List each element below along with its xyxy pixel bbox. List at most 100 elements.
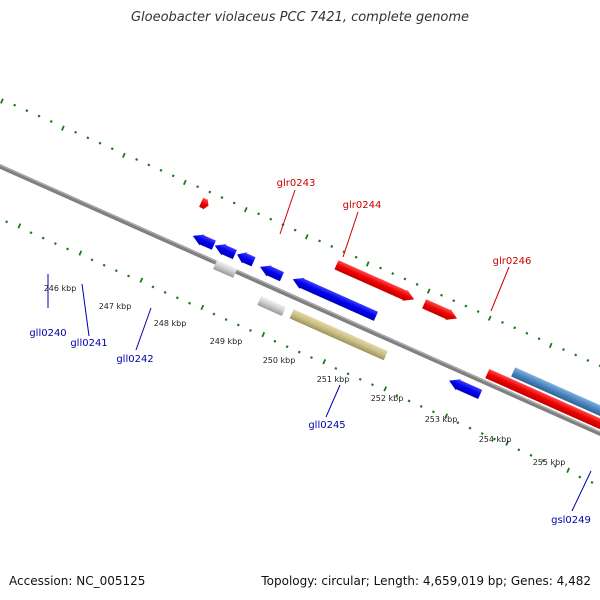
minor-tick bbox=[492, 437, 496, 441]
gene-blue-4[interactable] bbox=[258, 261, 285, 282]
gene-label-gll0241[interactable]: gll0241 bbox=[70, 338, 107, 349]
gene-red-large[interactable] bbox=[485, 368, 600, 468]
minor-tick bbox=[29, 231, 33, 235]
major-tick bbox=[122, 152, 126, 159]
minor-tick bbox=[419, 404, 423, 408]
minor-tick bbox=[269, 217, 273, 221]
major-tick bbox=[444, 413, 449, 419]
minor-tick bbox=[480, 432, 484, 436]
major-tick bbox=[322, 359, 327, 365]
minor-tick bbox=[415, 282, 419, 286]
leader-line-glr0244 bbox=[342, 211, 359, 258]
backbone-line bbox=[0, 114, 600, 490]
major-tick bbox=[365, 261, 370, 267]
major-tick bbox=[426, 288, 431, 294]
minor-tick bbox=[403, 277, 407, 281]
backbone-highlight bbox=[0, 115, 600, 487]
gene-blue-1[interactable] bbox=[190, 230, 216, 250]
minor-tick bbox=[66, 247, 70, 251]
gene-features bbox=[190, 197, 600, 468]
gene-gll0240[interactable] bbox=[213, 259, 238, 278]
minor-tick bbox=[171, 174, 175, 178]
minor-tick bbox=[440, 293, 443, 297]
genome-stats-text: Topology: circular; Length: 4,659,019 bp… bbox=[261, 574, 591, 588]
minor-tick bbox=[188, 301, 191, 305]
scale-label: 247 kbp bbox=[99, 302, 132, 311]
minor-tick bbox=[102, 263, 106, 267]
gene-glr0243[interactable] bbox=[334, 259, 417, 305]
scale-label: 255 kbp bbox=[533, 458, 566, 467]
major-tick bbox=[182, 179, 187, 186]
minor-tick bbox=[232, 201, 236, 205]
minor-tick bbox=[257, 212, 261, 216]
scale-label: 252 kbp bbox=[371, 394, 404, 403]
minor-tick bbox=[208, 190, 212, 194]
minor-tick bbox=[220, 196, 224, 199]
minor-tick bbox=[346, 372, 350, 376]
minor-tick bbox=[49, 120, 53, 123]
gene-label-glr0244[interactable]: glr0244 bbox=[343, 200, 382, 211]
minor-tick bbox=[273, 339, 277, 343]
major-tick bbox=[0, 98, 4, 104]
minor-tick bbox=[586, 358, 590, 362]
gene-label-glr0243[interactable]: glr0243 bbox=[277, 178, 316, 189]
minor-tick bbox=[529, 453, 533, 457]
gene-olive[interactable] bbox=[289, 309, 388, 361]
minor-tick bbox=[452, 299, 456, 303]
gene-glr0244[interactable] bbox=[422, 298, 460, 324]
minor-tick bbox=[476, 310, 480, 313]
minor-tick bbox=[391, 272, 395, 275]
major-tick bbox=[304, 234, 309, 240]
minor-tick bbox=[285, 345, 289, 349]
scale-labels: 246 kbp 247 kbp 248 kbp 249 kbp 250 kbp 251 k… bbox=[44, 284, 566, 467]
minor-tick bbox=[379, 266, 382, 270]
minor-tick bbox=[175, 296, 179, 300]
major-tick bbox=[139, 277, 144, 283]
minor-tick bbox=[249, 328, 252, 332]
leader-line-gll0242 bbox=[135, 307, 152, 351]
minor-tick bbox=[334, 366, 338, 370]
minor-tick bbox=[90, 258, 94, 262]
minor-tick bbox=[501, 320, 504, 324]
gene-gll0242[interactable] bbox=[290, 274, 378, 322]
minor-tick bbox=[318, 239, 322, 243]
gene-label-gsl0249[interactable]: gsl0249 bbox=[551, 515, 591, 526]
minor-tick bbox=[163, 290, 167, 294]
minor-tick bbox=[127, 274, 131, 278]
gene-red-left[interactable] bbox=[199, 197, 211, 211]
leader-line-gll0241 bbox=[81, 283, 90, 337]
gene-label-gll0240[interactable]: gll0240 bbox=[29, 328, 66, 339]
major-tick bbox=[261, 331, 266, 338]
label-leader-lines bbox=[47, 189, 592, 512]
minor-tick bbox=[537, 337, 541, 341]
gene-label-gll0245[interactable]: gll0245 bbox=[308, 420, 345, 431]
gene-blue-3[interactable] bbox=[235, 249, 256, 267]
minor-tick bbox=[525, 331, 529, 335]
minor-tick bbox=[74, 130, 78, 134]
minor-tick bbox=[371, 383, 374, 387]
gene-glr0246[interactable] bbox=[511, 367, 600, 447]
minor-tick bbox=[236, 323, 240, 327]
minor-tick bbox=[310, 356, 313, 359]
minor-tick bbox=[13, 103, 17, 107]
gene-label-gll0242[interactable]: gll0242 bbox=[116, 354, 153, 365]
scale-label: 248 kbp bbox=[154, 319, 187, 328]
minor-tick bbox=[135, 158, 139, 161]
leader-line-gsl0249 bbox=[571, 470, 592, 512]
major-tick bbox=[383, 386, 388, 392]
gene-gll0241[interactable] bbox=[257, 295, 286, 317]
scale-label: 249 kbp bbox=[210, 337, 243, 346]
major-tick bbox=[505, 440, 510, 446]
minor-tick bbox=[5, 220, 9, 224]
major-tick bbox=[243, 206, 248, 213]
gene-blue-2[interactable] bbox=[212, 240, 237, 260]
scale-label: 250 kbp bbox=[263, 356, 296, 365]
minor-tick bbox=[395, 394, 399, 398]
minor-tick bbox=[212, 312, 216, 316]
gene-label-glr0246[interactable]: glr0246 bbox=[493, 256, 532, 267]
accession-text: Accession: NC_005125 bbox=[9, 574, 146, 588]
gene-gll0245[interactable] bbox=[447, 375, 483, 400]
minor-tick bbox=[25, 109, 29, 113]
minor-tick bbox=[293, 228, 297, 232]
